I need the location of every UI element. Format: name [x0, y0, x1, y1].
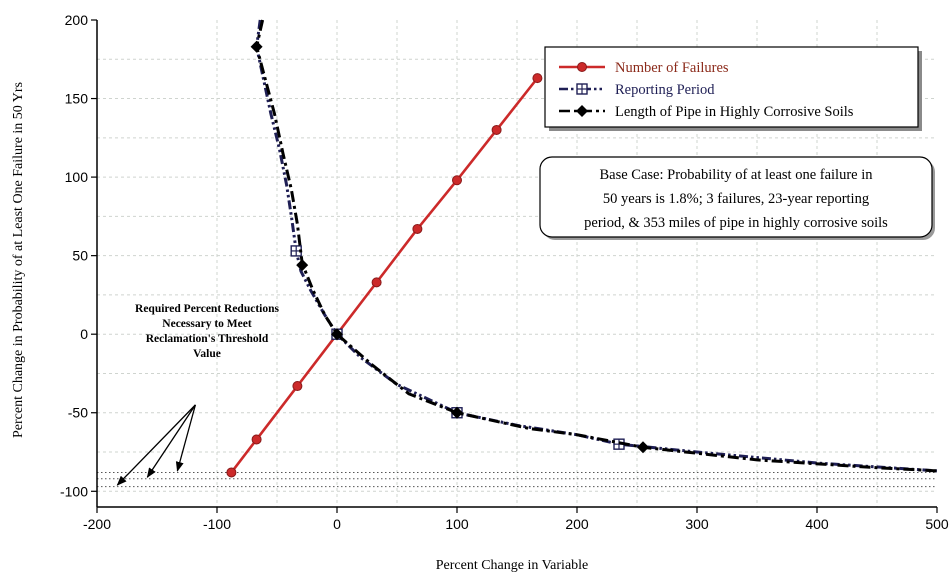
y-tick-label: 150: [65, 91, 89, 107]
threshold-note-line: Value: [193, 348, 221, 360]
y-tick-label: -50: [68, 405, 88, 421]
data-point: [637, 441, 649, 454]
data-point: [532, 73, 543, 84]
data-point: [452, 175, 462, 186]
threshold-note-line: Necessary to Meet: [162, 318, 252, 330]
y-tick-label: -100: [60, 483, 88, 499]
y-tick-label: 200: [65, 12, 89, 28]
series-number-of-failures: [226, 73, 543, 478]
legend-label: Number of Failures: [615, 60, 729, 76]
y-tick-label: 50: [72, 248, 88, 264]
data-point: [451, 406, 463, 419]
data-point: [331, 328, 343, 341]
annotations: Base Case: Probability of at least one f…: [116, 156, 935, 486]
x-tick-label: -200: [83, 516, 111, 532]
data-point: [226, 467, 237, 478]
data-point: [412, 223, 423, 234]
note-line: Base Case: Probability of at least one f…: [599, 167, 873, 183]
legend-box: [544, 46, 919, 128]
x-tick-label: 300: [685, 516, 709, 532]
grid: [97, 20, 937, 507]
legend-item: Length of Pipe in Highly Corrosive Soils: [559, 104, 854, 120]
x-tick-label: 200: [565, 516, 589, 532]
threshold-arrow: [175, 404, 197, 472]
legend: Number of Failures Reporting Period Length…: [544, 46, 922, 131]
y-axis-label: Percent Change in Probability of at Leas…: [11, 82, 26, 438]
note-line: 50 years is 1.8%; 3 failures, 23-year re…: [603, 191, 869, 207]
legend-label: Reporting Period: [615, 82, 715, 98]
legend-item: Reporting Period: [559, 82, 715, 98]
threshold-note-line: Required Percent Reductions: [135, 303, 279, 315]
x-tick-label: 400: [805, 516, 829, 532]
axes: -200 -100 0 100 200 300 400 500200150100500-50-…: [60, 12, 949, 532]
threshold-note-line: Reclamation's Threshold: [146, 333, 269, 345]
note-line: period, & 353 miles of pipe in highly co…: [584, 215, 888, 231]
threshold-arrow: [116, 404, 196, 486]
data-point: [250, 40, 263, 53]
y-tick-label: 100: [65, 169, 89, 185]
data-point: [296, 259, 309, 272]
series-length-of-pipe-in-highly-corrosive-soils: [250, 19, 938, 473]
series-layer: [226, 19, 938, 478]
data-point: [292, 381, 303, 392]
data-point: [577, 62, 587, 72]
legend-item: Number of Failures: [559, 60, 729, 76]
x-axis-label: Percent Change in Variable: [436, 558, 589, 573]
x-tick-label: 0: [333, 516, 341, 532]
x-tick-label: 100: [445, 516, 469, 532]
legend-label: Length of Pipe in Highly Corrosive Soils: [615, 104, 854, 120]
data-point: [371, 277, 382, 288]
threshold-reference-lines: [97, 471, 937, 488]
data-point: [576, 83, 588, 95]
x-tick-label: 500: [925, 516, 949, 532]
note-box: [539, 156, 933, 238]
y-tick-label: 0: [80, 326, 88, 342]
threshold-arrow: [146, 404, 196, 478]
data-point: [576, 105, 588, 117]
data-point: [491, 124, 502, 135]
x-tick-label: -100: [203, 516, 231, 532]
data-point: [251, 434, 262, 445]
